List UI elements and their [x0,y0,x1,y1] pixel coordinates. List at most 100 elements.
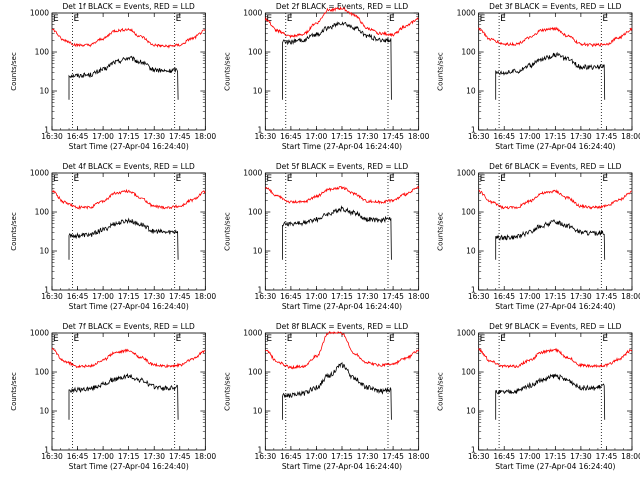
x-tick-label: 17:45 [596,452,618,461]
y-tick-label: 1000 [243,169,262,178]
y-axis-label: Counts/sec [437,372,445,411]
y-tick-label: 100 [461,368,476,377]
x-tick-label: 17:00 [306,132,328,141]
chart-title: Det 7f BLACK = Events, RED = LLD [63,322,196,331]
chart-panel: Det 9f BLACK = Events, RED = LLD 1 10 100 10… [437,322,640,471]
events-series-line [68,55,179,100]
y-tick-label: 1000 [457,329,476,338]
interval-marker-label: E [73,334,79,344]
x-axis-label: Start Time (27-Apr-04 16:24:40) [282,142,402,151]
interval-marker-label: E [266,174,272,184]
y-tick-label: 100 [35,368,50,377]
x-tick-label: 17:15 [331,292,353,301]
interval-marker-label: E [176,174,182,184]
x-tick-label: 16:30 [255,132,277,141]
interval-marker-label: E [480,334,486,344]
chart-title: Det 9f BLACK = Events, RED = LLD [489,322,622,331]
x-tick-label: 17:15 [118,132,140,141]
chart-panel: Det 2f BLACK = Events, RED = LLD 1 10 100 10… [223,2,429,151]
x-tick-label: 17:15 [118,292,140,301]
y-axis-label: Counts/sec [223,52,231,91]
interval-marker-label: E [53,334,59,344]
x-tick-label: 18:00 [408,452,430,461]
interval-marker-label: E [389,334,395,344]
x-tick-label: 17:15 [545,292,567,301]
x-tick-label: 18:00 [621,132,640,141]
interval-marker-label: E [266,14,272,24]
chart-title: Det 5f BLACK = Events, RED = LLD [276,162,409,171]
y-tick-label: 100 [461,208,476,217]
y-axis-label: Counts/sec [10,212,18,251]
y-tick-label: 1 [258,446,263,455]
chart-title: Det 2f BLACK = Events, RED = LLD [276,2,409,11]
y-axis-label: Counts/sec [437,52,445,91]
lld-series-line [51,27,206,49]
y-tick-label: 100 [35,48,50,57]
x-axis-label: Start Time (27-Apr-04 16:24:40) [495,142,615,151]
x-tick-label: 16:30 [41,292,63,301]
y-axis-label: Counts/sec [10,372,18,411]
x-axis-label: Start Time (27-Apr-04 16:24:40) [69,142,189,151]
x-tick-label: 17:45 [169,452,191,461]
x-tick-label: 17:30 [570,292,592,301]
chart-panel: Det 1f BLACK = Events, RED = LLD 1 10 100 10… [10,2,216,151]
x-tick-label: 17:30 [357,292,379,301]
x-tick-label: 17:30 [357,132,379,141]
lld-series-line [264,185,419,205]
x-tick-label: 16:45 [67,132,89,141]
y-tick-label: 100 [248,48,263,57]
interval-marker-label: E [176,334,182,344]
x-tick-label: 17:30 [357,452,379,461]
x-tick-label: 17:00 [306,292,328,301]
chart-title: Det 3f BLACK = Events, RED = LLD [489,2,622,11]
interval-marker-label: E [602,174,608,184]
x-tick-label: 17:30 [143,292,165,301]
x-tick-label: 18:00 [408,132,430,141]
x-tick-label: 16:45 [493,292,515,301]
y-axis-label: Counts/sec [437,212,445,251]
interval-marker-label: E [73,14,79,24]
y-tick-label: 1000 [457,9,476,18]
interval-marker-label: E [176,14,182,24]
y-tick-label: 100 [248,368,263,377]
y-axis-label: Counts/sec [223,372,231,411]
events-series-line [282,361,392,420]
y-tick-label: 1000 [30,169,49,178]
x-tick-label: 16:45 [280,452,302,461]
interval-marker-label: E [287,334,293,344]
y-tick-label: 100 [248,208,263,217]
x-tick-label: 17:45 [596,132,618,141]
x-tick-label: 17:15 [118,452,140,461]
x-tick-label: 18:00 [621,452,640,461]
y-tick-label: 1000 [30,329,49,338]
interval-marker-label: E [480,174,486,184]
chart-panel: Det 5f BLACK = Events, RED = LLD 1 10 100 10… [223,162,429,311]
chart-panel: Det 3f BLACK = Events, RED = LLD 1 10 100 10… [437,2,640,151]
lld-series-line [478,189,632,210]
x-axis-label: Start Time (27-Apr-04 16:24:40) [495,302,615,311]
plot-frame [478,12,633,131]
y-tick-label: 1 [471,446,476,455]
lld-series-line [51,347,206,369]
x-tick-label: 16:30 [255,292,277,301]
y-tick-label: 1 [258,126,263,135]
interval-marker-label: E [53,14,59,24]
y-tick-label: 10 [466,247,476,256]
y-tick-label: 10 [39,87,49,96]
interval-marker-label: E [500,334,506,344]
x-tick-label: 17:45 [169,132,191,141]
plot-frame [51,12,206,131]
chart-panel: Det 4f BLACK = Events, RED = LLD 1 10 100 10… [10,162,216,311]
lld-series-line [264,6,419,39]
y-tick-label: 10 [253,407,263,416]
chart-panel: Det 7f BLACK = Events, RED = LLD 1 10 100 10… [10,322,216,471]
x-tick-label: 16:30 [468,132,490,141]
interval-marker-label: E [389,14,395,24]
x-tick-label: 17:00 [92,452,114,461]
x-tick-label: 17:45 [382,452,404,461]
events-series-line [495,373,606,420]
x-tick-label: 18:00 [621,292,640,301]
y-tick-label: 10 [253,87,263,96]
interval-marker-label: E [53,174,59,184]
interval-marker-label: E [287,174,293,184]
